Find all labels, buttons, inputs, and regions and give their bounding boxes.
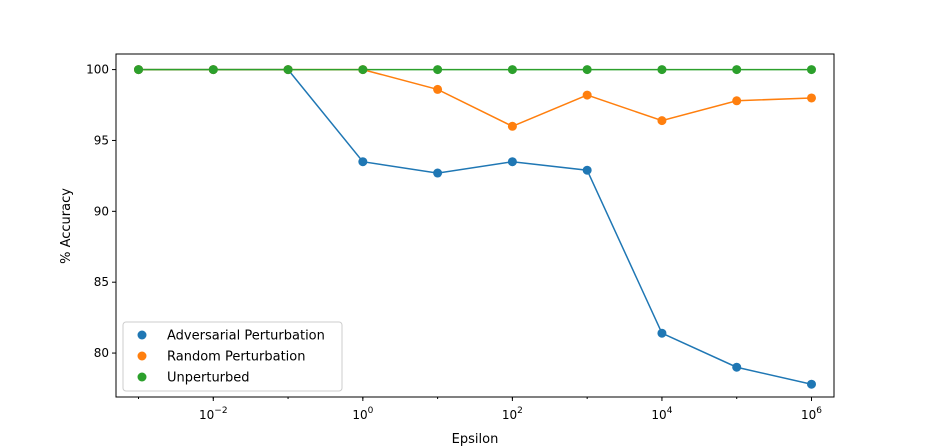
x-tick-label: 104 <box>651 406 672 422</box>
y-tick-label: 85 <box>94 275 109 289</box>
series-1-point <box>433 84 443 94</box>
legend-label: Random Perturbation <box>167 350 305 365</box>
legend-marker <box>137 330 147 340</box>
series-0-point <box>806 379 816 389</box>
series-0-point <box>732 362 742 372</box>
legend-label: Adversarial Perturbation <box>167 329 325 344</box>
legend: Adversarial Perturbation Random Perturbat… <box>122 321 343 392</box>
series-1-point <box>507 121 517 131</box>
series-layer <box>134 65 816 389</box>
legend-box <box>122 321 343 392</box>
plot-frame <box>115 53 835 398</box>
x-tick-label: 100 <box>352 406 373 422</box>
series-0-point <box>433 168 443 178</box>
series-0-point <box>507 157 517 167</box>
series-2-point <box>433 65 443 75</box>
x-tick-label: 10−2 <box>199 406 228 422</box>
series-2-point <box>507 65 517 75</box>
series-2-point <box>283 65 293 75</box>
x-tick-label: 102 <box>502 406 523 422</box>
x-axis-label: Epsilon <box>452 432 499 447</box>
series-2-point <box>806 65 816 75</box>
x-axis-ticks: 10−2 100 102 104 106 <box>138 397 822 422</box>
series-2-point <box>358 65 368 75</box>
y-axis-label: % Accuracy <box>59 188 74 264</box>
series-2-point <box>657 65 667 75</box>
series-0-point <box>582 165 592 175</box>
y-tick-label: 95 <box>94 133 109 147</box>
legend-marker <box>137 372 147 382</box>
y-tick-label: 80 <box>94 346 109 360</box>
series-1-point <box>657 116 667 126</box>
legend-marker <box>137 351 147 361</box>
series-2-point <box>134 65 144 75</box>
y-tick-label: 90 <box>94 204 109 218</box>
x-tick-label: 106 <box>801 406 822 422</box>
series-1-point <box>582 90 592 100</box>
series-0-point <box>657 328 667 338</box>
series-2-point <box>582 65 592 75</box>
series-1-point <box>806 93 816 103</box>
series-2-point <box>208 65 218 75</box>
series-0-point <box>358 157 368 167</box>
series-1-point <box>732 96 742 106</box>
y-axis-ticks: 80 85 90 95 100 <box>86 63 116 360</box>
y-tick-label: 100 <box>86 63 109 77</box>
series-2-point <box>732 65 742 75</box>
series-line-1 <box>138 68 812 128</box>
legend-label: Unperturbed <box>167 371 250 386</box>
